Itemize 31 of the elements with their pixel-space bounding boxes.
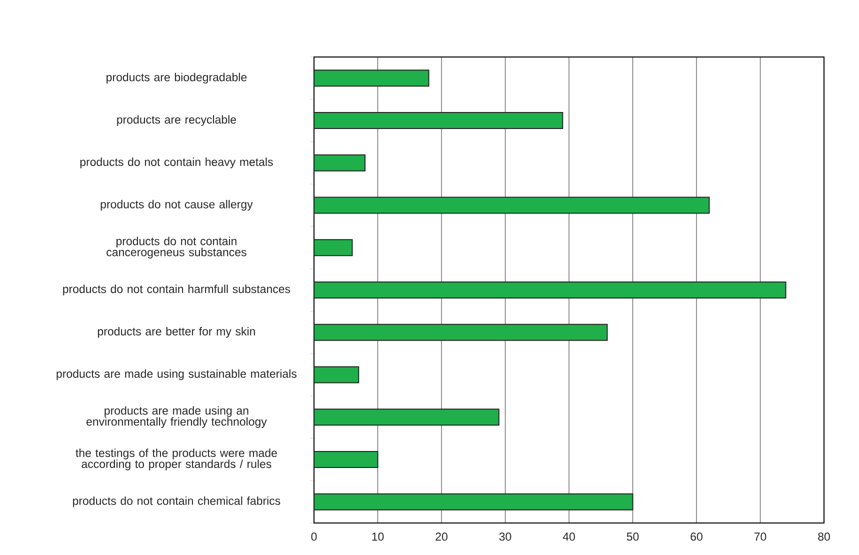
x-tick-label: 0 xyxy=(311,532,317,541)
y-tick-label: products are biodegradable xyxy=(106,72,247,84)
bar xyxy=(314,154,366,172)
bar xyxy=(314,408,500,426)
bar xyxy=(314,324,608,341)
x-tick-label: 40 xyxy=(562,532,575,541)
y-tick-label: products do not contain heavy metals xyxy=(80,158,273,168)
y-tick-label: products do not cause allergy xyxy=(100,200,253,211)
x-tick-label: 10 xyxy=(372,532,384,541)
y-tick-label: products are better for my skin xyxy=(98,327,255,338)
bar xyxy=(314,196,710,214)
x-tick-label: 30 xyxy=(499,532,512,541)
y-tick-label: the testings of the products were made according to proper standards / rules xyxy=(76,448,277,470)
x-tick-label: 20 xyxy=(436,532,448,541)
y-tick-label: products are recyclable xyxy=(117,115,236,126)
bar xyxy=(314,366,360,384)
y-tick-label: products are made using an environmentally friendly technology xyxy=(86,406,267,428)
y-tick-label: products do not contain cancerogeneus substances xyxy=(106,236,246,258)
bar xyxy=(314,450,378,468)
x-tick-label: 60 xyxy=(690,532,702,541)
bar xyxy=(314,112,564,130)
x-tick-label: 80 xyxy=(818,532,830,541)
x-tick-label: 70 xyxy=(754,532,766,541)
bar xyxy=(314,70,430,87)
bar xyxy=(314,239,353,256)
bar xyxy=(314,493,634,510)
x-tick-label: 50 xyxy=(626,532,639,541)
y-tick-label: products do not contain harmfull substances xyxy=(63,284,290,296)
bar xyxy=(314,282,786,299)
y-tick-label: products are made using sustainable materials xyxy=(56,369,296,380)
y-tick-label: products do not contain chemical fabrics xyxy=(73,496,280,508)
